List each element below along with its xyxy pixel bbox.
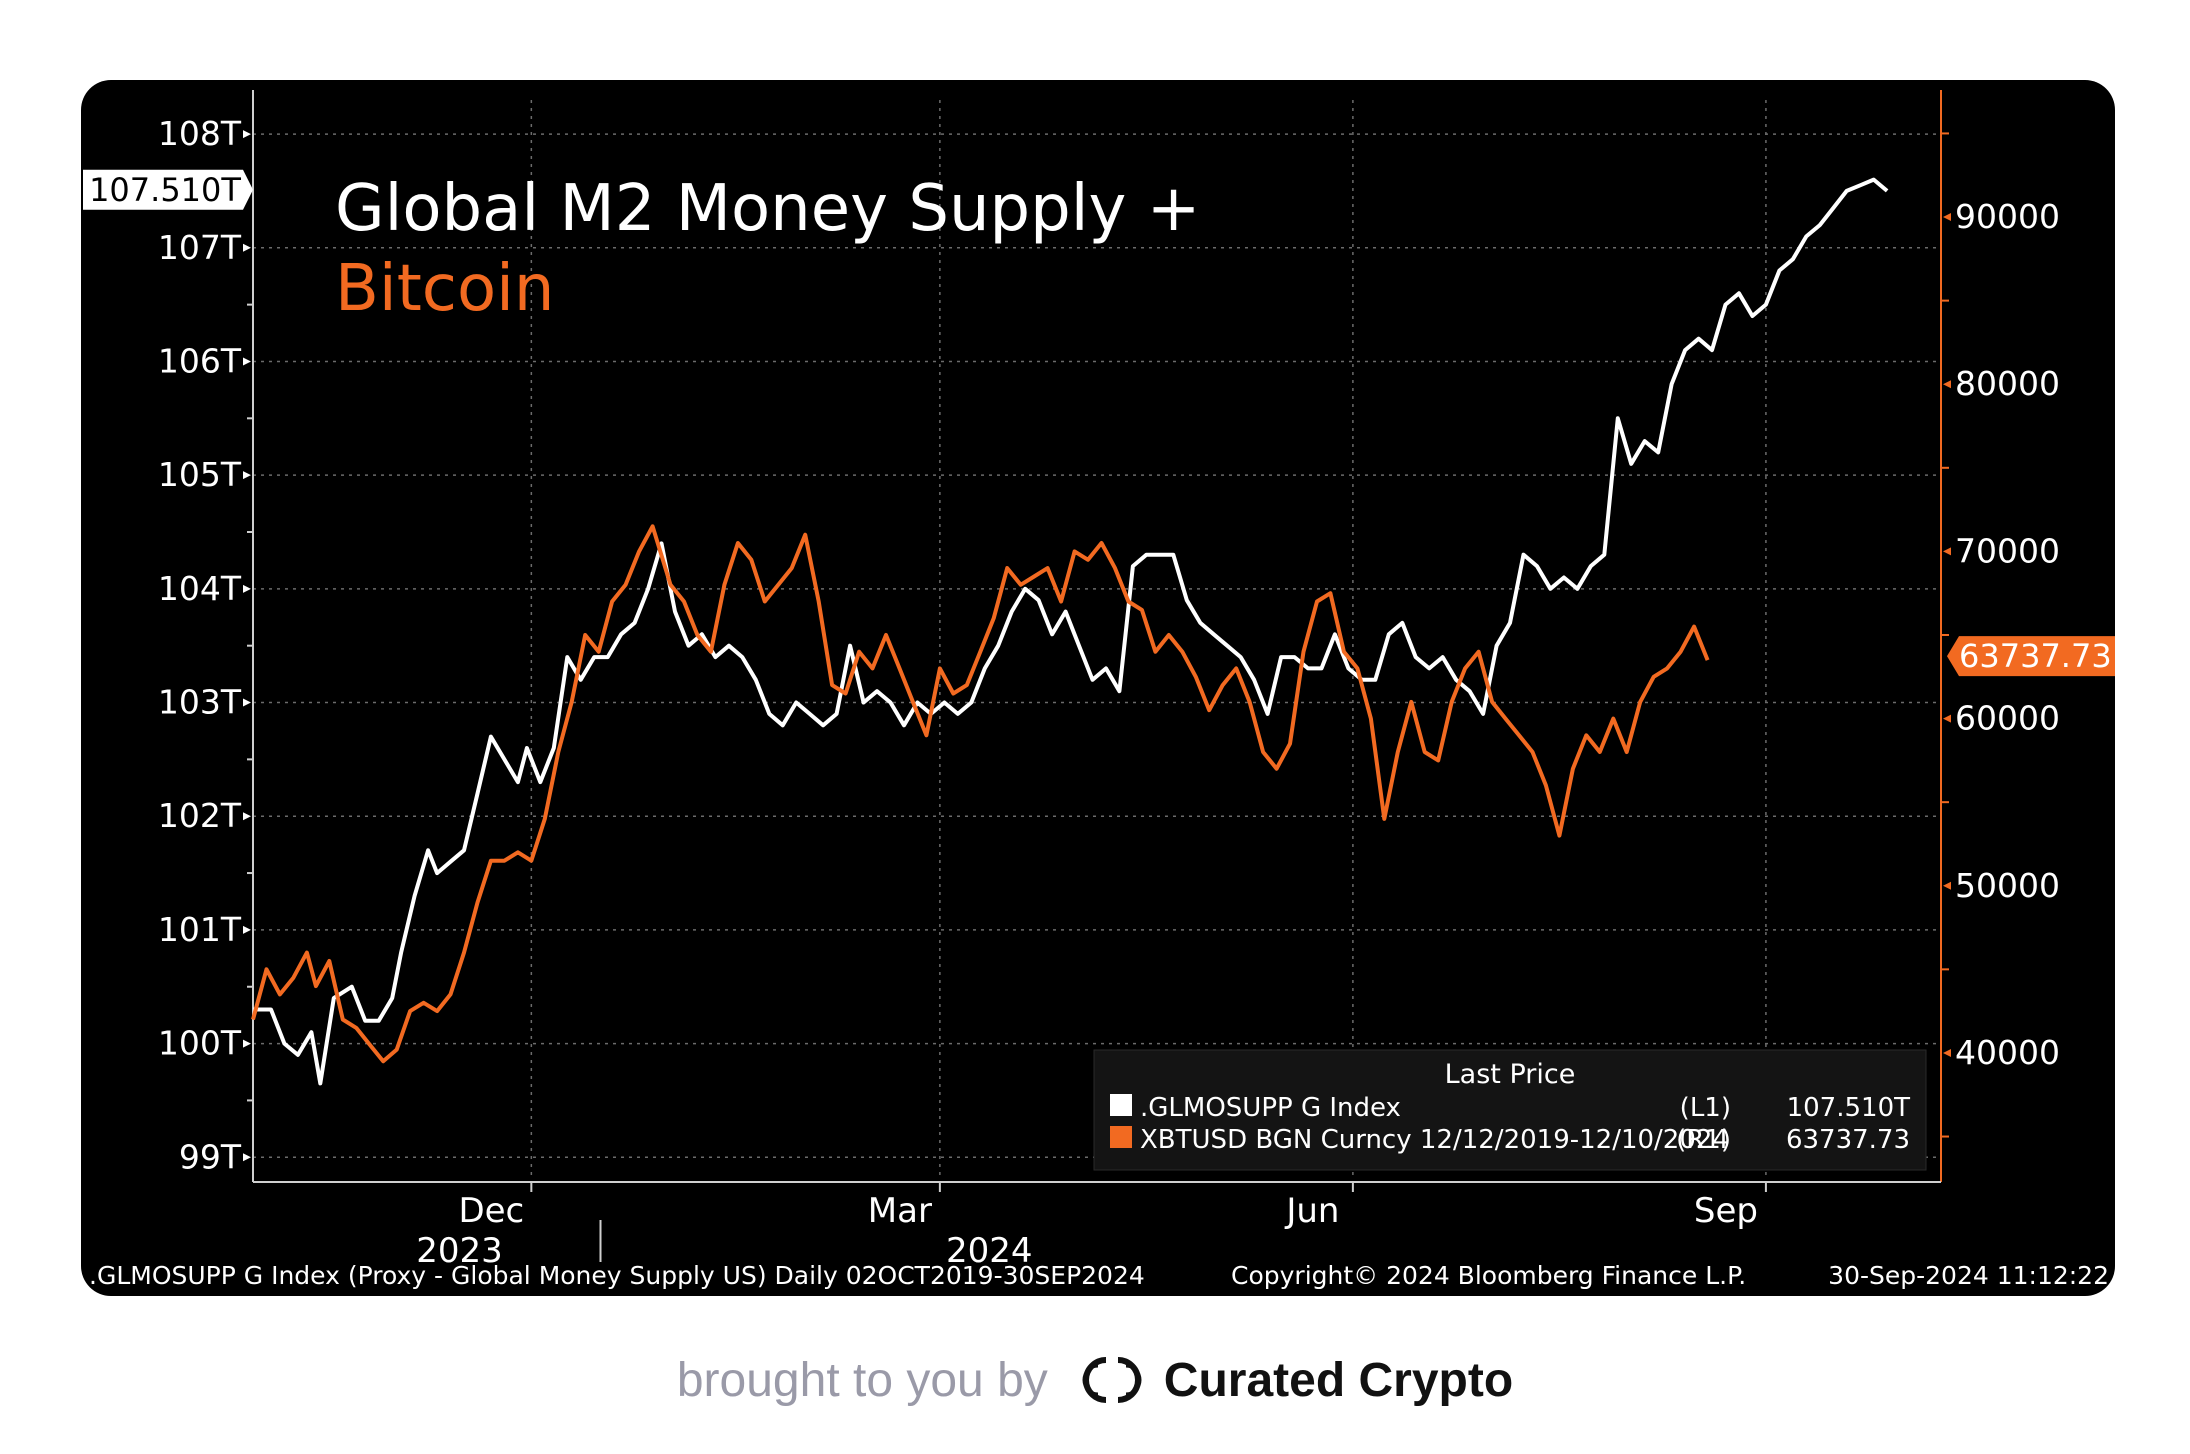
left-tick-label: 105T [158,455,242,494]
left-tick-label: 100T [158,1024,242,1063]
right-tick-label: 60000 [1955,699,2060,738]
right-tick-label: 40000 [1955,1033,2060,1072]
left-last-value-label: 107.510T [89,171,241,209]
footer-credit: brought to you by Curated Crypto [0,1340,2190,1420]
legend-header: Last Price [1445,1059,1576,1090]
left-tick-mark [243,698,251,707]
right-last-value-badge [1947,636,2115,677]
left-tick-mark [243,243,251,252]
left-tick-label: 107T [158,228,242,267]
left-tick-mark [243,584,251,593]
chart-title: Global M2 Money Supply + [335,172,1200,246]
x-year-label: 2024 [946,1231,1033,1271]
x-tick-label: Jun [1284,1191,1339,1231]
right-tick-label: 90000 [1955,197,2060,236]
credit-text: brought to you by [676,1353,1048,1407]
right-tick-label: 50000 [1955,866,2060,905]
series-line-m2 [253,177,1889,1086]
right-tick-label: 80000 [1955,364,2060,403]
left-tick-mark [243,471,251,480]
legend-axis: (R1) [1676,1125,1731,1155]
legend-swatch [1110,1126,1132,1148]
right-tick-mark [1943,881,1951,890]
left-tick-label: 104T [158,569,242,608]
legend-name: .GLMOSUPP G Index [1140,1093,1401,1123]
left-tick-label: 102T [158,796,242,835]
footer-timestamp: 30-Sep-2024 11:12:22 [1828,1261,2109,1290]
right-last-value-label: 63737.73 [1959,637,2112,675]
chart-panel: 99T 100T 101T 102T 103T 104T 105T 106T 107T 108T 4… [81,80,2115,1296]
left-tick-mark [243,812,251,821]
left-tick-label: 99T [179,1137,242,1176]
left-tick-mark [243,925,251,934]
curated-crypto-logo-icon [1082,1357,1142,1403]
left-tick-mark [243,1039,251,1048]
left-tick-label: 108T [158,114,242,153]
footer-copyright: Copyright© 2024 Bloomberg Finance L.P. [1231,1261,1746,1290]
x-tick-label: Sep [1694,1191,1758,1231]
series-line-bitcoin [251,524,1710,1064]
right-tick-mark [1943,1048,1951,1057]
chart-title-bitcoin: Bitcoin [335,252,554,326]
legend-value: 107.510T [1787,1093,1911,1123]
left-last-value-badge [83,169,253,210]
right-tick-label: 70000 [1955,531,2060,570]
right-tick-mark [1943,547,1951,556]
brand[interactable]: Curated Crypto [1076,1352,1513,1408]
left-tick-mark [243,1153,251,1162]
left-tick-label: 103T [158,683,242,722]
right-tick-mark [1943,380,1951,389]
brand-name: Curated Crypto [1163,1353,1514,1407]
legend-axis: (L1) [1680,1093,1731,1123]
right-tick-mark [1943,213,1951,222]
x-tick-label: Dec [458,1191,524,1231]
left-tick-label: 106T [158,341,242,380]
legend-name: XBTUSD BGN Curncy 12/12/2019-12/10/2024 [1140,1125,1729,1155]
footer-source: .GLMOSUPP G Index (Proxy - Global Money … [89,1261,1145,1290]
chart-svg: 99T 100T 101T 102T 103T 104T 105T 106T 107T 108T 4… [83,90,2115,1290]
legend-swatch [1110,1094,1132,1116]
x-tick-label: Mar [868,1191,932,1231]
left-tick-mark [243,357,251,366]
left-tick-mark [243,130,251,139]
left-tick-label: 101T [158,910,242,949]
right-tick-mark [1943,714,1951,723]
legend-value: 63737.73 [1786,1125,1910,1155]
legend-box [1093,1049,1927,1171]
x-year-label: 2023 [416,1231,503,1271]
